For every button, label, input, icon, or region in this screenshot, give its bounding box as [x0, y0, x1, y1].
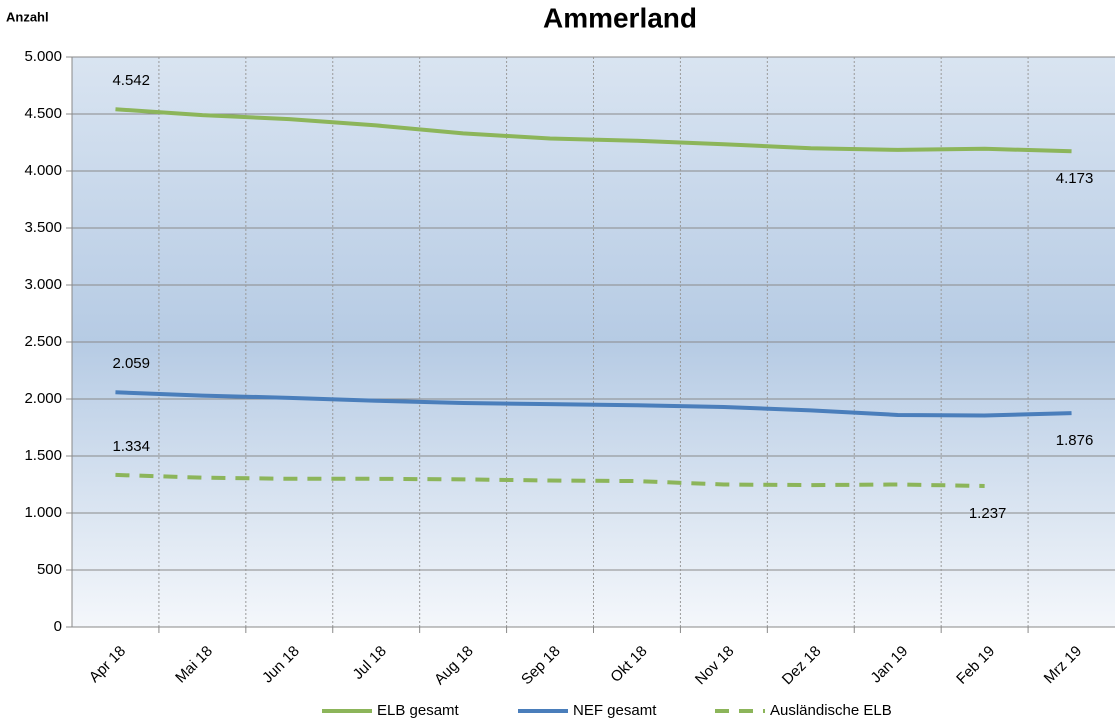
- y-tick-label: 1.500: [24, 447, 62, 464]
- x-tick-label: Nov 18: [692, 643, 738, 689]
- y-tick-label: 1.000: [24, 504, 62, 521]
- legend-label: NEF gesamt: [573, 702, 657, 719]
- series-line: [115, 107, 1072, 154]
- legend-label: ELB gesamt: [377, 702, 460, 719]
- data-label: 1.876: [1056, 432, 1094, 449]
- series-line: [115, 390, 1072, 418]
- x-tick-label: Okt 18: [607, 643, 650, 686]
- y-tick-label: 3.500: [24, 219, 62, 236]
- x-tick-label: Feb 19: [953, 643, 998, 688]
- data-label: 2.059: [112, 355, 150, 372]
- y-tick-label: 2.500: [24, 333, 62, 350]
- legend-label: Ausländische ELB: [770, 702, 892, 719]
- y-tick-label: 4.000: [24, 162, 62, 179]
- data-label: 1.334: [112, 438, 150, 455]
- data-label: 1.237: [969, 505, 1007, 522]
- y-axis-label: Anzahl: [6, 9, 49, 24]
- x-tick-label: Jul 18: [350, 643, 390, 683]
- x-tick-label: Aug 18: [431, 643, 477, 689]
- x-tick-label: Mai 18: [172, 643, 216, 687]
- series-line: [115, 472, 985, 488]
- x-tick-label: Mrz 19: [1041, 643, 1085, 687]
- x-tick-label: Jan 19: [867, 643, 911, 687]
- y-tick-label: 500: [37, 561, 62, 578]
- y-tick-label: 3.000: [24, 276, 62, 293]
- data-label: 4.173: [1056, 170, 1094, 187]
- y-tick-label: 0: [54, 618, 62, 635]
- y-tick-label: 5.000: [24, 48, 62, 65]
- x-tick-label: Apr 18: [86, 643, 129, 686]
- chart-title: Ammerland: [543, 2, 697, 33]
- x-tick-label: Sep 18: [518, 643, 564, 689]
- x-tick-label: Dez 18: [779, 643, 825, 689]
- y-tick-label: 2.000: [24, 390, 62, 407]
- y-tick-label: 4.500: [24, 105, 62, 122]
- x-tick-label: Jun 18: [259, 643, 303, 687]
- data-label: 4.542: [112, 72, 150, 89]
